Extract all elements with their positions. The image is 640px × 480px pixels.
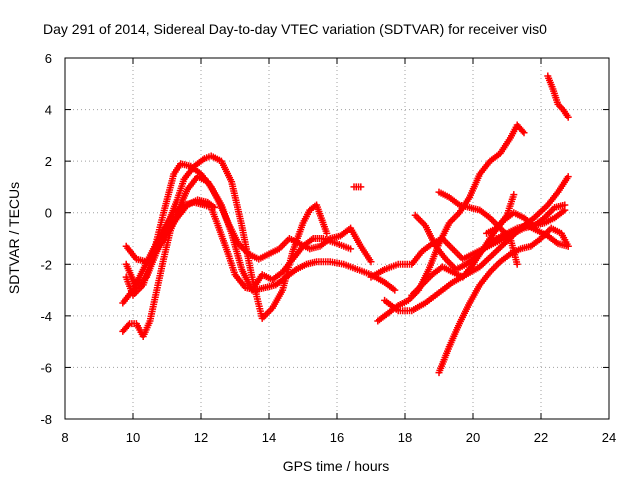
x-tick-label: 10: [126, 430, 140, 445]
series-track-6: [350, 183, 365, 191]
y-tick-label: -8: [40, 412, 52, 427]
marker-trail: [435, 188, 521, 268]
series-track-15: [544, 72, 572, 121]
y-tick-labels: -8 -6 -4 -2 0 2 4 6: [40, 51, 52, 427]
x-tick-label: 22: [534, 430, 548, 445]
marker-trail: [122, 196, 219, 266]
y-tick-label: 0: [45, 206, 52, 221]
y-axis-title: SDTVAR / TECUs: [6, 182, 22, 294]
x-tick-label: 24: [602, 430, 616, 445]
axis-ticks: [64, 57, 610, 420]
x-tick-labels: 8 10 12 14 16 18 20 22 24: [61, 430, 616, 445]
series-track-13: [435, 188, 521, 268]
y-tick-label: 6: [45, 51, 52, 66]
y-tick-label: 4: [45, 103, 52, 118]
y-tick-label: 2: [45, 154, 52, 169]
marker-trail: [544, 72, 572, 121]
data-points: [119, 72, 572, 377]
series-track-3: [119, 198, 399, 307]
x-tick-label: 8: [61, 430, 68, 445]
y-tick-label: -4: [40, 309, 52, 324]
x-tick-label: 14: [262, 430, 276, 445]
marker-trail: [350, 183, 365, 191]
marker-trail: [119, 198, 399, 307]
x-tick-label: 16: [330, 430, 344, 445]
series-track-5: [122, 196, 219, 266]
x-tick-label: 20: [466, 430, 480, 445]
series-track-14: [483, 191, 518, 237]
x-tick-label: 18: [398, 430, 412, 445]
x-axis-title: GPS time / hours: [283, 458, 390, 474]
y-tick-label: -6: [40, 360, 52, 375]
y-tick-label: -2: [40, 257, 52, 272]
x-tick-label: 12: [194, 430, 208, 445]
marker-trail: [483, 191, 518, 237]
chart-title: Day 291 of 2014, Sidereal Day-to-day VTE…: [43, 21, 547, 37]
